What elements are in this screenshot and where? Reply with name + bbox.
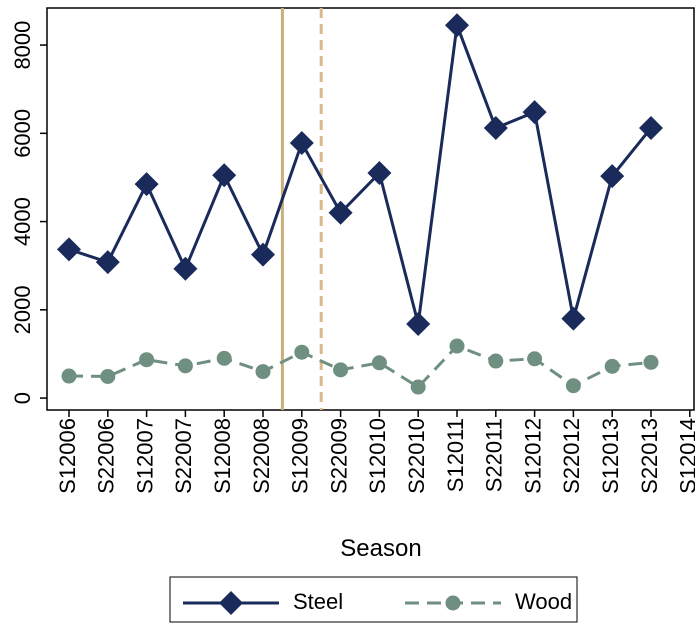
plot-frame <box>46 7 695 411</box>
x-tick-label: S22010 <box>404 418 429 494</box>
data-point <box>289 131 314 156</box>
data-point <box>449 338 465 354</box>
x-tick-label: S22012 <box>559 418 584 494</box>
legend-marker <box>219 591 243 615</box>
x-tick-label: S22011 <box>482 418 507 492</box>
series-line <box>68 24 653 325</box>
data-point <box>294 344 310 360</box>
data-point <box>371 355 387 371</box>
x-tick-label: S12013 <box>598 418 623 494</box>
y-tick-label: 0 <box>10 392 35 404</box>
x-tick-label: S22013 <box>637 418 662 494</box>
data-point <box>565 378 581 394</box>
data-point <box>177 358 193 374</box>
legend-label: Wood <box>515 589 572 614</box>
data-point <box>522 100 547 125</box>
data-point <box>57 237 81 262</box>
data-point <box>134 172 159 197</box>
x-tick-label: S12006 <box>55 418 80 494</box>
data-point <box>212 163 237 188</box>
x-tick-label: S22008 <box>249 418 274 494</box>
data-point <box>255 364 271 380</box>
legend-marker <box>445 595 461 611</box>
data-point <box>406 311 431 336</box>
x-tick-label: S12007 <box>132 418 157 494</box>
y-tick-label: 8000 <box>10 21 35 70</box>
y-tick-label: 2000 <box>10 285 35 334</box>
data-point <box>95 250 120 275</box>
x-tick-label: S12012 <box>520 418 545 494</box>
legend-label: Steel <box>293 589 343 614</box>
series-line <box>68 344 652 389</box>
data-point <box>639 116 663 141</box>
x-tick-label: S12014 <box>676 418 695 494</box>
data-point <box>643 354 659 370</box>
data-point <box>410 379 426 395</box>
data-point <box>445 13 469 38</box>
data-point <box>328 200 353 225</box>
x-axis-label: Season <box>340 535 421 562</box>
x-tick-label: S12011 <box>443 418 468 492</box>
y-tick-label: 4000 <box>10 197 35 246</box>
data-point <box>139 352 155 368</box>
x-tick-label: S22007 <box>171 418 196 494</box>
x-tick-label: S22009 <box>326 418 351 494</box>
data-point <box>173 256 198 281</box>
data-point <box>100 368 116 384</box>
data-point <box>216 350 232 366</box>
data-point <box>527 351 543 367</box>
data-point <box>483 116 508 141</box>
data-point <box>367 161 392 186</box>
data-point <box>61 368 77 384</box>
data-point <box>251 242 275 267</box>
data-point <box>561 306 586 331</box>
data-point <box>333 362 349 378</box>
x-tick-label: S12008 <box>210 418 235 494</box>
data-point <box>600 164 625 189</box>
x-tick-label: S12010 <box>365 418 390 494</box>
y-tick-label: 6000 <box>10 109 35 158</box>
data-point <box>604 358 620 374</box>
x-tick-label: S22006 <box>94 418 119 494</box>
x-tick-label: S12009 <box>288 418 313 494</box>
data-point <box>488 353 504 369</box>
